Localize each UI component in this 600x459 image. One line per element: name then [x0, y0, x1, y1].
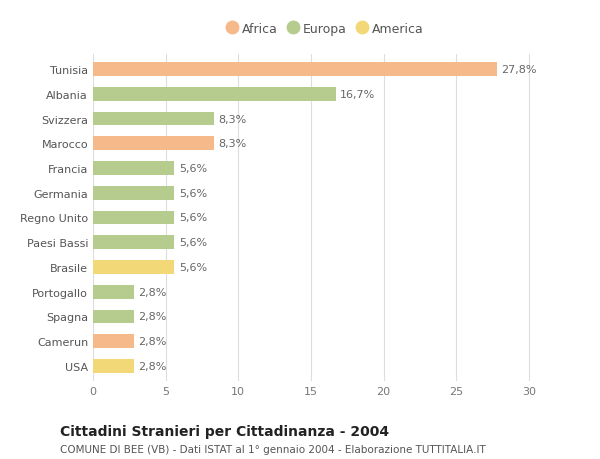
Bar: [93, 137, 214, 151]
Text: 2,8%: 2,8%: [138, 336, 166, 347]
Bar: [93, 310, 134, 324]
Bar: [93, 211, 175, 225]
Bar: [93, 162, 175, 175]
Text: COMUNE DI BEE (VB) - Dati ISTAT al 1° gennaio 2004 - Elaborazione TUTTITALIA.IT: COMUNE DI BEE (VB) - Dati ISTAT al 1° ge…: [60, 444, 486, 454]
Bar: [93, 359, 134, 373]
Bar: [93, 186, 175, 200]
Text: 5,6%: 5,6%: [179, 164, 207, 174]
Bar: [93, 285, 134, 299]
Bar: [93, 112, 214, 126]
Text: 5,6%: 5,6%: [179, 213, 207, 223]
Bar: [93, 236, 175, 250]
Legend: Africa, Europa, America: Africa, Europa, America: [223, 19, 427, 39]
Text: 2,8%: 2,8%: [138, 361, 166, 371]
Text: 5,6%: 5,6%: [179, 263, 207, 272]
Text: 2,8%: 2,8%: [138, 287, 166, 297]
Text: 5,6%: 5,6%: [179, 238, 207, 248]
Bar: [93, 335, 134, 348]
Bar: [93, 88, 335, 101]
Text: 8,3%: 8,3%: [218, 139, 246, 149]
Text: 27,8%: 27,8%: [502, 65, 537, 75]
Text: 16,7%: 16,7%: [340, 90, 375, 100]
Bar: [93, 261, 175, 274]
Text: 5,6%: 5,6%: [179, 188, 207, 198]
Text: 2,8%: 2,8%: [138, 312, 166, 322]
Text: 8,3%: 8,3%: [218, 114, 246, 124]
Text: Cittadini Stranieri per Cittadinanza - 2004: Cittadini Stranieri per Cittadinanza - 2…: [60, 425, 389, 438]
Bar: [93, 63, 497, 77]
